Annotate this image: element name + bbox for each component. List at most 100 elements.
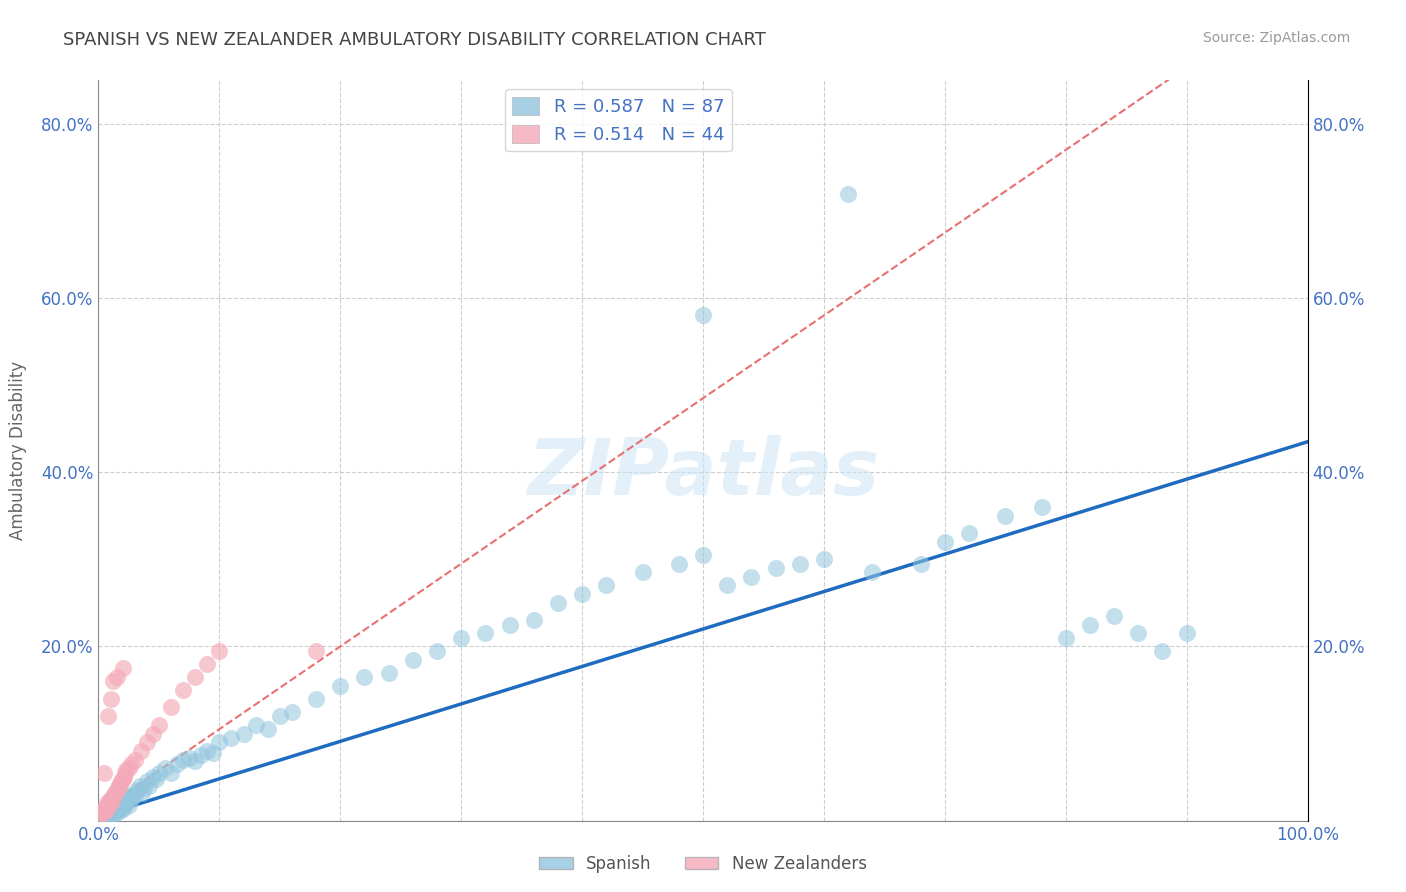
Point — [1102, 609, 1125, 624]
Point — [96, 796, 118, 810]
Point — [160, 700, 183, 714]
Point — [160, 765, 183, 780]
Point — [179, 751, 201, 765]
Point — [131, 786, 153, 800]
Point — [190, 748, 212, 763]
Point — [105, 797, 128, 812]
Point — [128, 779, 150, 793]
Point — [305, 644, 328, 658]
Point — [103, 806, 125, 821]
Point — [118, 761, 141, 775]
Point — [118, 788, 141, 802]
Point — [110, 774, 132, 789]
Point — [108, 800, 131, 814]
Point — [668, 557, 690, 571]
Point — [498, 617, 520, 632]
Point — [100, 801, 122, 815]
Point — [103, 788, 125, 802]
Point — [127, 783, 149, 797]
Point — [100, 809, 122, 823]
Point — [114, 765, 136, 780]
Point — [117, 792, 139, 806]
Point — [93, 805, 115, 819]
Point — [740, 570, 762, 584]
Point — [111, 797, 134, 812]
Point — [97, 797, 120, 812]
Point — [1175, 626, 1198, 640]
Point — [1031, 500, 1053, 514]
Point — [571, 587, 593, 601]
Point — [281, 705, 304, 719]
Point — [994, 508, 1017, 523]
Point — [232, 726, 254, 740]
Point — [148, 718, 170, 732]
Point — [111, 772, 134, 786]
Point — [91, 803, 114, 817]
Point — [377, 665, 399, 680]
Point — [172, 683, 194, 698]
Y-axis label: Ambulatory Disability: Ambulatory Disability — [10, 361, 27, 540]
Point — [1078, 617, 1101, 632]
Point — [692, 309, 714, 323]
Point — [208, 644, 231, 658]
Point — [104, 800, 127, 814]
Point — [94, 803, 117, 817]
Point — [142, 726, 165, 740]
Point — [115, 796, 138, 810]
Point — [305, 691, 328, 706]
Point — [765, 561, 787, 575]
Point — [474, 626, 496, 640]
Point — [184, 755, 207, 769]
Point — [110, 803, 132, 817]
Point — [97, 709, 120, 723]
Point — [105, 803, 128, 817]
Point — [100, 691, 122, 706]
Point — [93, 809, 115, 823]
Point — [108, 779, 131, 793]
Point — [860, 566, 883, 580]
Point — [1054, 631, 1077, 645]
Point — [98, 795, 121, 809]
Point — [426, 644, 449, 658]
Point — [100, 803, 122, 817]
Point — [104, 786, 127, 800]
Point — [813, 552, 835, 566]
Point — [111, 792, 134, 806]
Point — [112, 770, 135, 784]
Point — [172, 753, 194, 767]
Point — [101, 789, 124, 804]
Point — [118, 797, 141, 812]
Point — [115, 763, 138, 777]
Point — [547, 596, 569, 610]
Point — [195, 657, 218, 671]
Point — [100, 792, 122, 806]
Point — [595, 578, 617, 592]
Point — [789, 557, 811, 571]
Legend: Spanish, New Zealanders: Spanish, New Zealanders — [533, 848, 873, 880]
Point — [90, 806, 112, 821]
Point — [135, 735, 157, 749]
Point — [98, 806, 121, 821]
Point — [195, 744, 218, 758]
Point — [245, 718, 267, 732]
Point — [135, 774, 157, 789]
Legend: R = 0.587   N = 87, R = 0.514   N = 44: R = 0.587 N = 87, R = 0.514 N = 44 — [505, 89, 731, 152]
Point — [129, 744, 152, 758]
Point — [934, 535, 956, 549]
Point — [108, 796, 131, 810]
Point — [93, 800, 115, 814]
Point — [153, 761, 176, 775]
Point — [114, 795, 136, 809]
Point — [96, 800, 118, 814]
Point — [145, 772, 167, 786]
Point — [329, 679, 352, 693]
Point — [1152, 644, 1174, 658]
Point — [450, 631, 472, 645]
Point — [107, 805, 129, 819]
Point — [837, 186, 859, 201]
Point — [120, 792, 142, 806]
Point — [108, 777, 131, 791]
Point — [166, 757, 188, 772]
Point — [353, 670, 375, 684]
Point — [148, 765, 170, 780]
